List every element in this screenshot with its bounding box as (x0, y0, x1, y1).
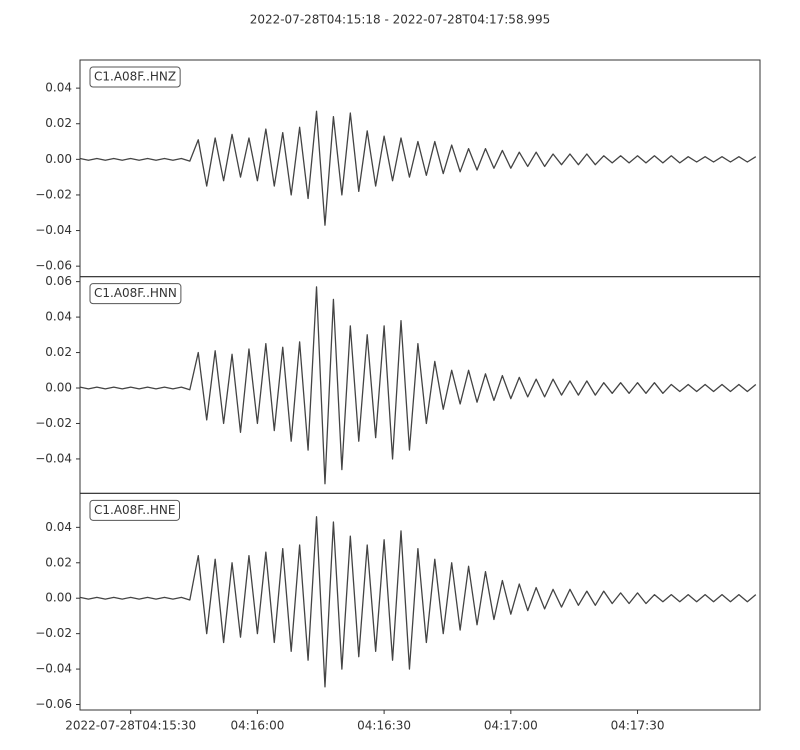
y-tick-label: 0.02 (45, 345, 72, 359)
y-tick-label: 0.00 (45, 152, 72, 166)
y-tick-label: 0.02 (45, 116, 72, 130)
x-tick-label: 2022-07-28T04:15:30 (65, 719, 196, 733)
x-tick-label: 04:16:00 (230, 719, 284, 733)
y-tick-label: 0.06 (45, 274, 72, 288)
legend-box (89, 283, 182, 305)
axes-frame (79, 59, 761, 278)
trace (80, 286, 757, 485)
x-tick-label: 04:17:30 (611, 719, 665, 733)
y-tick-label: −0.02 (35, 416, 72, 430)
y-tick-label: 0.04 (45, 81, 72, 95)
y-tick-label: −0.06 (35, 259, 72, 273)
y-tick-label: −0.02 (35, 187, 72, 201)
y-tick-label: −0.04 (35, 662, 72, 676)
y-tick-label: 0.04 (45, 310, 72, 324)
legend-box (89, 66, 181, 88)
y-tick-label: −0.06 (35, 697, 72, 711)
x-tick-label: 04:17:00 (484, 719, 538, 733)
legend-label: C1.A08F..HNN (94, 286, 177, 300)
y-tick-label: 0.02 (45, 555, 72, 569)
x-tick-label: 04:16:30 (357, 719, 411, 733)
y-tick-label: 0.00 (45, 591, 72, 605)
legend-box (89, 499, 180, 521)
axes-frame (79, 276, 761, 494)
trace (80, 110, 757, 226)
trace (80, 516, 757, 688)
y-tick-label: 0.04 (45, 520, 72, 534)
legend-label: C1.A08F..HNE (94, 503, 176, 517)
y-tick-label: 0.00 (45, 381, 72, 395)
y-tick-label: −0.04 (35, 223, 72, 237)
y-tick-label: −0.02 (35, 626, 72, 640)
chart-title: 2022-07-28T04:15:18 - 2022-07-28T04:17:5… (250, 13, 551, 27)
y-tick-label: −0.04 (35, 451, 72, 465)
legend-label: C1.A08F..HNZ (94, 70, 176, 84)
axes-frame (79, 492, 761, 711)
